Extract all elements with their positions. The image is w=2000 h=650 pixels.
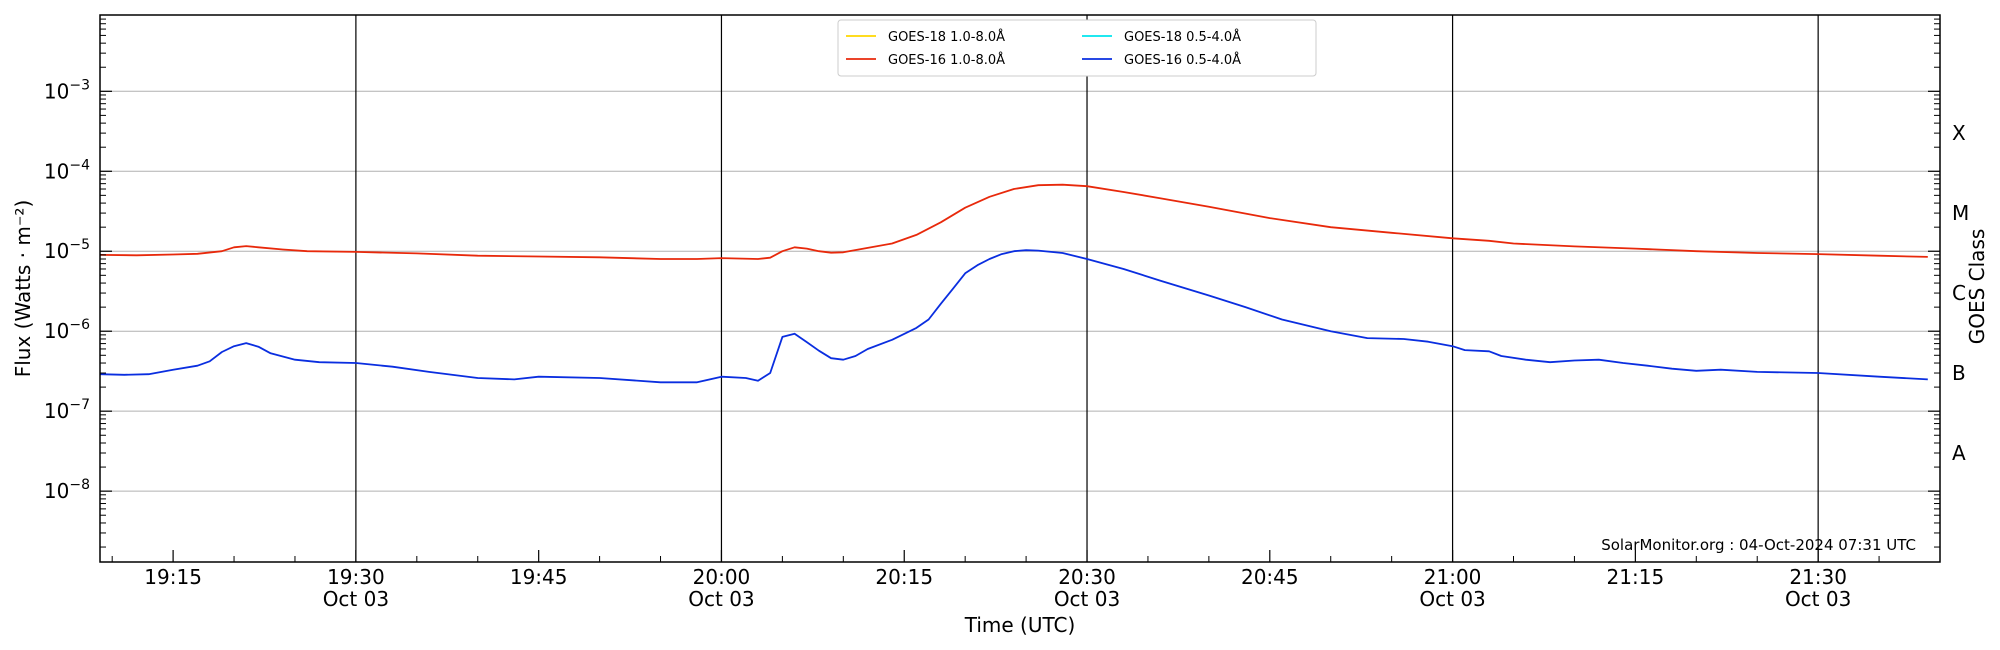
y-tick-label: 10−8 <box>44 477 90 503</box>
legend-label: GOES-16 1.0-8.0Å <box>888 52 1005 68</box>
x-tick-date-label: Oct 03 <box>688 587 754 611</box>
x-axis-title: Time (UTC) <box>964 613 1076 637</box>
x-tick-date-label: Oct 03 <box>323 587 389 611</box>
y-tick-label: 10−4 <box>44 157 90 183</box>
series-line <box>99 183 1928 260</box>
x-tick-date-label: Oct 03 <box>1419 587 1485 611</box>
y-tick-label: 10−6 <box>44 317 90 343</box>
x-tick-label: 21:15 <box>1607 565 1665 589</box>
x-tick-label: 19:30 <box>327 565 385 589</box>
goes-class-label: M <box>1952 201 1969 225</box>
goes-class-label: A <box>1952 441 1966 465</box>
y-tick-label: 10−7 <box>44 397 90 423</box>
tick-layer <box>100 14 1941 562</box>
legend-label: GOES-18 0.5-4.0Å <box>1124 29 1241 45</box>
goes-class-label: C <box>1952 281 1966 305</box>
x-tick-label: 21:30 <box>1789 565 1847 589</box>
x-tick-label: 20:30 <box>1058 565 1116 589</box>
x-tick-label: 19:45 <box>510 565 568 589</box>
x-tick-label: 20:45 <box>1241 565 1299 589</box>
series-layer <box>99 183 1928 384</box>
y-tick-label: 10−3 <box>44 77 90 103</box>
x-tick-label: 20:00 <box>693 565 751 589</box>
x-tick-label: 20:15 <box>875 565 933 589</box>
goes-class-label: X <box>1952 121 1966 145</box>
grid-layer <box>100 15 1940 562</box>
x-tick-date-label: Oct 03 <box>1785 587 1851 611</box>
legend: GOES-18 1.0-8.0Å GOES-16 1.0-8.0Å GOES-18 … <box>837 19 1317 77</box>
legend-label: GOES-16 0.5-4.0Å <box>1124 52 1241 68</box>
goes-class-label: B <box>1952 361 1966 385</box>
x-tick-label: 21:00 <box>1424 565 1482 589</box>
x-tick-date-label: Oct 03 <box>1054 587 1120 611</box>
legend-box <box>837 19 1317 77</box>
plot-frame <box>99 14 1941 563</box>
series-line <box>99 249 1928 384</box>
goes-class-axis-title: GOES Class <box>1965 229 1989 345</box>
y-axis-title: Flux (Watts · m⁻²) <box>11 200 35 378</box>
credit-text: SolarMonitor.org : 04-Oct-2024 07:31 UTC <box>1601 536 1916 554</box>
x-tick-label: 19:15 <box>144 565 202 589</box>
legend-label: GOES-18 1.0-8.0Å <box>888 29 1005 45</box>
y-tick-label: 10−5 <box>44 237 90 263</box>
